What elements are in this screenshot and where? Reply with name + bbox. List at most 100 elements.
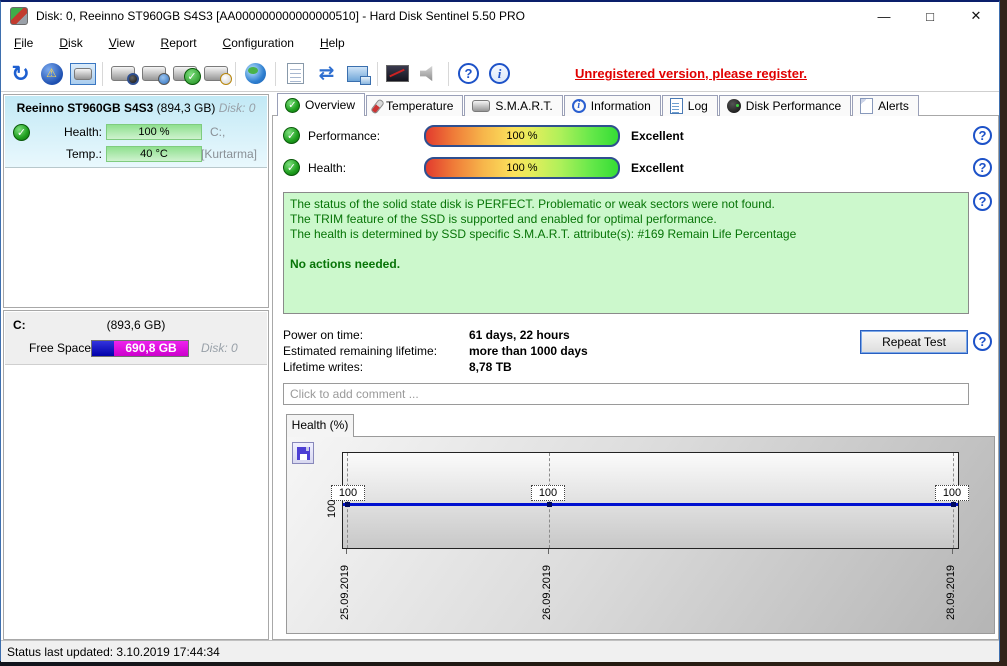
partition-name: C:: [13, 318, 26, 332]
performance-gauge: 100 %: [424, 125, 620, 147]
sound-button[interactable]: [413, 59, 444, 89]
information-icon: [571, 99, 586, 113]
partition-list-item[interactable]: C: (893,6 GB) Free Space 690,8 GB Disk: …: [5, 312, 267, 365]
disk-partition-letter: C:,: [210, 125, 226, 139]
display-config-icon: [386, 65, 409, 82]
status-line: The status of the solid state disk is PE…: [290, 197, 775, 211]
toolbar-separator: [448, 61, 449, 86]
disk-gauge-button[interactable]: [107, 59, 139, 89]
gauge-icon: [726, 99, 741, 113]
tab-smart[interactable]: S.M.A.R.T.: [464, 95, 563, 116]
info-row-label: Estimated remaining lifetime:: [283, 344, 438, 358]
disk-name: Reeinno ST960GB S4S3: [16, 101, 154, 115]
thermometer-icon: [370, 97, 385, 115]
comment-input[interactable]: [283, 383, 969, 405]
menu-help[interactable]: Help: [319, 36, 345, 50]
display-config-button[interactable]: [382, 59, 413, 89]
x-axis-date-label: 25.09.2019: [339, 564, 351, 620]
tab-overview[interactable]: Overview: [277, 93, 366, 116]
menu-configuration[interactable]: Configuration: [222, 36, 294, 50]
free-space-bar: 690,8 GB: [91, 340, 189, 357]
toolbar-separator: [235, 61, 236, 86]
alerts-page-icon: [860, 98, 874, 114]
send-report-button[interactable]: [311, 59, 342, 89]
disk-status-textbox: The status of the solid state disk is PE…: [283, 192, 969, 314]
info-row-value: 8,78 TB: [469, 360, 512, 374]
refresh-button[interactable]: [5, 59, 36, 89]
save-icon: [296, 446, 310, 460]
window-title: Disk: 0, Reeinno ST960GB S4S3 [AA0000000…: [36, 9, 525, 23]
info-button[interactable]: [484, 59, 515, 89]
menu-disk[interactable]: Disk: [59, 36, 83, 50]
disk-monitor-button[interactable]: [67, 59, 98, 89]
disk-search-button[interactable]: [200, 59, 232, 89]
disk-ok-icon: [13, 124, 30, 141]
title-bar: Disk: 0, Reeinno ST960GB S4S3 [AA0000000…: [1, 2, 999, 30]
tab-information[interactable]: Information: [563, 95, 661, 116]
status-help-icon[interactable]: [973, 192, 992, 211]
info-icon: [489, 63, 510, 84]
tab-label: S.M.A.R.T.: [495, 99, 553, 113]
performance-rating: Excellent: [631, 129, 684, 143]
disk-list: Reeinno ST960GB S4S3 (894,3 GB) Disk: 0 …: [3, 94, 269, 308]
health-ok-icon: [283, 159, 300, 176]
chart-tab-health[interactable]: Health (%): [286, 414, 354, 437]
send-report-icon: [319, 62, 335, 85]
disk-temp-label: Temp.:: [65, 147, 102, 161]
network-globe-icon: [245, 63, 266, 84]
status-bar-text: Status last updated: 3.10.2019 17:44:34: [7, 644, 220, 659]
repeat-test-button[interactable]: Repeat Test: [860, 330, 968, 354]
tab-log[interactable]: Log: [661, 95, 718, 116]
tab-label: Temperature: [386, 99, 454, 113]
health-gauge: 100 %: [424, 157, 620, 179]
disk-health-bar: 100 %: [106, 124, 202, 140]
menu-view[interactable]: View: [108, 36, 135, 50]
chart-save-button[interactable]: [292, 442, 314, 464]
performance-label: Performance:: [308, 129, 381, 143]
tab-disk-performance[interactable]: Disk Performance: [718, 95, 852, 116]
help-button[interactable]: [453, 59, 484, 89]
report-button[interactable]: [280, 59, 311, 89]
register-notice[interactable]: Unregistered version, please register.: [575, 66, 807, 81]
health-help-icon[interactable]: [973, 158, 992, 177]
disk-clock-button[interactable]: [138, 59, 170, 89]
minimize-button[interactable]: —: [877, 8, 891, 24]
tab-alerts[interactable]: Alerts: [852, 95, 919, 116]
tab-bar: Overview Temperature S.M.A.R.T. Informat…: [277, 93, 920, 116]
tab-temperature[interactable]: Temperature: [366, 95, 464, 116]
tab-label: Alerts: [878, 99, 909, 113]
info-row-label: Power on time:: [283, 328, 364, 342]
performance-help-icon[interactable]: [973, 126, 992, 145]
partition-size: (893,6 GB): [106, 318, 166, 332]
toolbar-separator: [102, 61, 103, 86]
health-label: Health:: [308, 161, 347, 175]
close-button[interactable]: ✕: [970, 8, 982, 23]
menu-bar: File Disk View Report Configuration Help: [1, 30, 999, 56]
info-row-label: Lifetime writes:: [283, 360, 364, 374]
data-point: [951, 502, 956, 507]
alert-icon: ⚠: [40, 62, 63, 85]
overview-check-icon: [285, 97, 300, 113]
alert-button[interactable]: ⚠: [36, 59, 67, 89]
health-line: [343, 503, 958, 506]
menu-report[interactable]: Report: [160, 36, 197, 50]
partition-list: C: (893,6 GB) Free Space 690,8 GB Disk: …: [3, 310, 269, 640]
disk-gauge-icon: [110, 66, 139, 85]
refresh-icon: [11, 63, 29, 85]
smart-disk-icon: [472, 100, 491, 112]
status-line: The TRIM feature of the SSD is supported…: [290, 212, 717, 226]
x-axis-date-label: 26.09.2019: [541, 564, 553, 620]
disk-list-item[interactable]: Reeinno ST960GB S4S3 (894,3 GB) Disk: 0 …: [5, 96, 267, 168]
used-space-segment: [92, 341, 115, 356]
repeat-test-help-icon[interactable]: [973, 332, 992, 351]
network-disks-button[interactable]: [240, 59, 271, 89]
app-icon: [10, 7, 28, 25]
point-value-label: 100: [331, 485, 365, 501]
disk-check-button[interactable]: [169, 59, 201, 89]
health-chart-plot: [342, 452, 959, 549]
report-icon: [287, 63, 304, 84]
remote-monitor-button[interactable]: [342, 59, 373, 89]
menu-file[interactable]: File: [14, 36, 34, 50]
maximize-button[interactable]: □: [926, 8, 934, 24]
disk-monitor-icon: [69, 62, 96, 85]
